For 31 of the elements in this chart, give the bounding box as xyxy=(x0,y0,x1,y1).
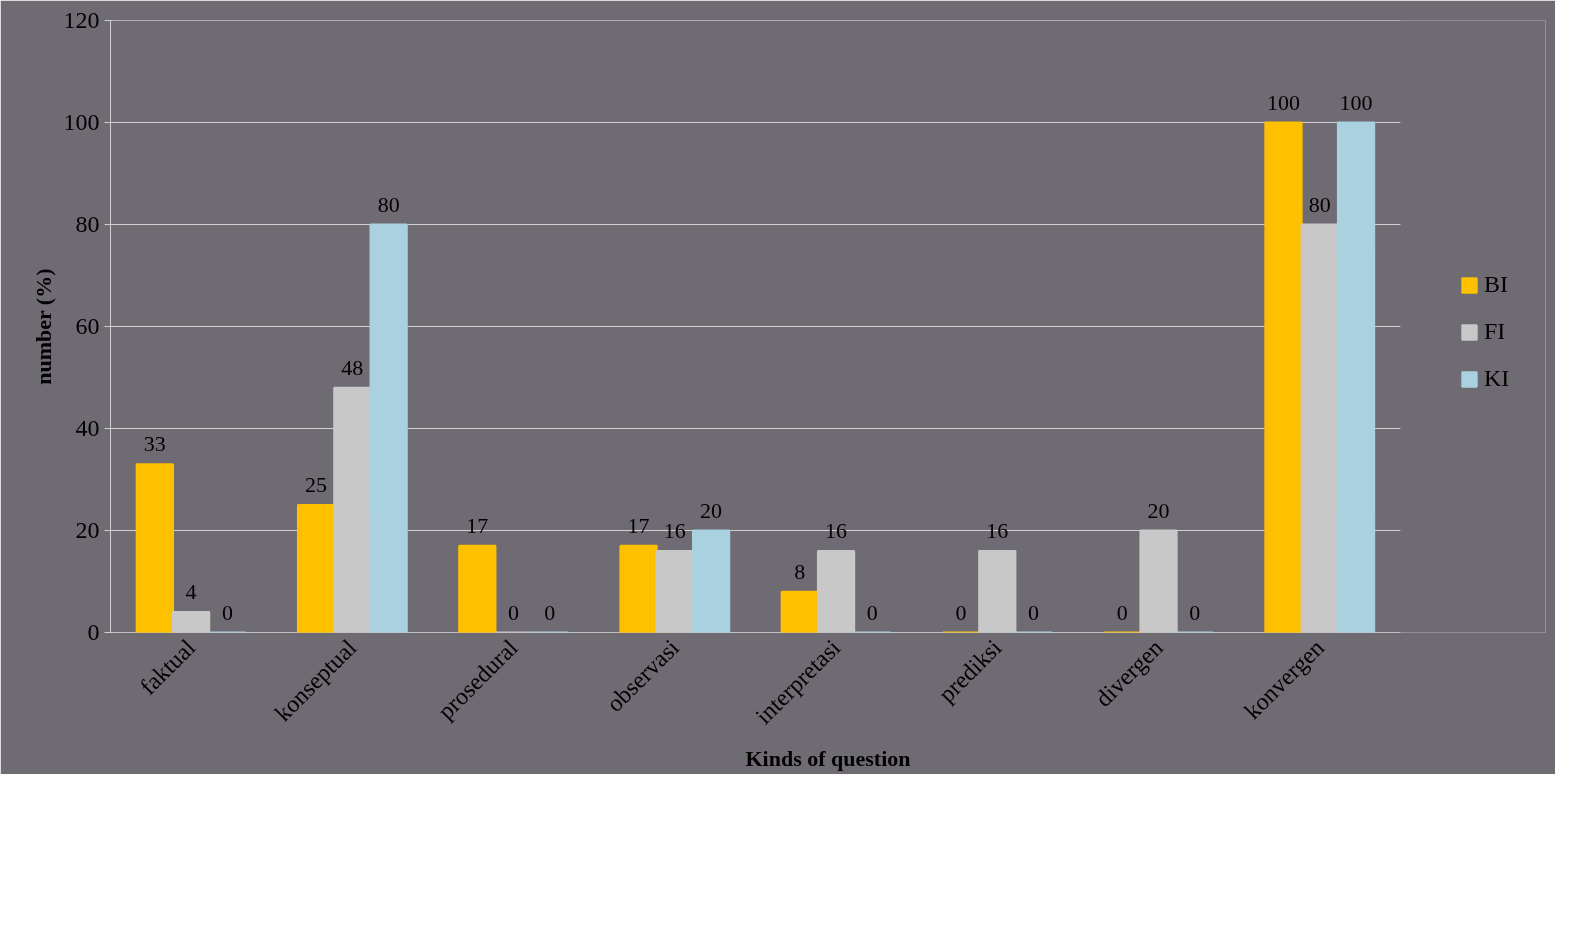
data-label: 8 xyxy=(794,558,806,584)
data-label: 100 xyxy=(1266,89,1300,115)
legend-label: FI xyxy=(1484,318,1507,345)
legend-label: BI xyxy=(1484,271,1509,298)
data-label: 0 xyxy=(1116,599,1128,625)
data-label: 0 xyxy=(544,599,556,625)
y-tick-label: 80 xyxy=(75,211,100,237)
data-label: 20 xyxy=(1147,497,1170,523)
legend-label: KI xyxy=(1484,365,1511,392)
data-label: 0 xyxy=(955,599,967,625)
data-label: 20 xyxy=(700,497,723,523)
y-tick-label: 120 xyxy=(63,7,100,33)
data-label: 0 xyxy=(221,599,233,625)
data-label: 80 xyxy=(1308,191,1331,217)
y-tick-label: 100 xyxy=(63,109,100,135)
data-label: 33 xyxy=(143,431,166,457)
data-label: 0 xyxy=(866,599,878,625)
data-label: 100 xyxy=(1339,89,1373,115)
y-tick-label: 0 xyxy=(87,619,100,645)
data-label: 25 xyxy=(305,472,328,497)
data-label: 80 xyxy=(377,191,400,217)
data-label: 0 xyxy=(508,599,520,625)
y-tick-label: 20 xyxy=(75,517,100,543)
y-axis-title: number (%) xyxy=(30,268,56,385)
data-label: 48 xyxy=(341,354,364,380)
x-axis-title: Kinds of question xyxy=(745,746,911,772)
y-tick-label: 60 xyxy=(75,313,100,339)
data-label: 0 xyxy=(1189,599,1201,625)
data-label: 0 xyxy=(1028,599,1040,625)
y-tick-label: 40 xyxy=(75,415,100,441)
data-label: 4 xyxy=(185,579,197,605)
